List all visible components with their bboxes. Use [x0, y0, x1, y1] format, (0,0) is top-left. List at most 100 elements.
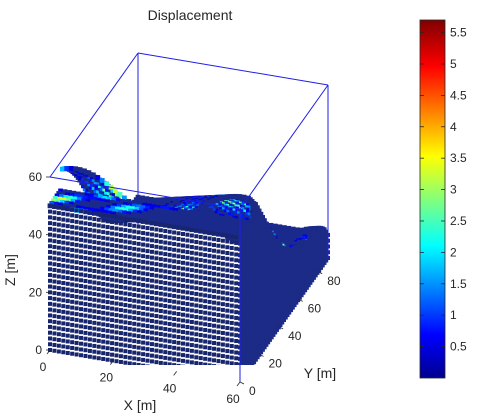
surface-point	[213, 210, 219, 216]
surface-point	[229, 220, 235, 225]
front-wall-point	[79, 209, 84, 214]
front-wall-point	[127, 223, 132, 228]
front-wall-point	[141, 236, 146, 241]
front-wall-point	[203, 276, 208, 281]
front-wall-point	[141, 271, 146, 276]
surface-point	[92, 190, 98, 196]
surface-point	[216, 223, 222, 229]
side-wall-point	[297, 289, 302, 294]
side-wall-point	[259, 246, 264, 251]
side-wall-point	[245, 358, 250, 363]
box-edge	[49, 176, 241, 210]
front-wall-point	[74, 300, 79, 305]
side-wall-point	[250, 201, 255, 206]
front-wall-point	[158, 257, 163, 262]
surface-point	[233, 220, 239, 226]
side-wall-point	[320, 234, 325, 239]
front-wall-point	[101, 339, 106, 344]
front-wall-point	[220, 359, 225, 364]
side-wall-point	[248, 330, 253, 335]
side-wall-point	[241, 288, 246, 293]
front-wall-point	[207, 351, 212, 356]
front-wall-point	[234, 362, 239, 365]
front-wall-point	[79, 260, 84, 265]
front-wall-point	[118, 354, 123, 359]
surface-point	[210, 225, 216, 231]
side-wall-point	[273, 330, 278, 335]
front-wall-point	[61, 240, 66, 245]
side-wall-point	[262, 293, 267, 298]
front-wall-point	[114, 272, 119, 277]
surface-point	[98, 188, 104, 194]
surface-point	[79, 180, 85, 186]
front-wall-point	[167, 350, 172, 355]
front-wall-point	[74, 254, 79, 259]
front-wall-point	[114, 261, 119, 266]
front-wall-point	[207, 253, 212, 258]
front-wall-point	[212, 231, 217, 236]
side-wall-point	[285, 272, 290, 277]
front-wall-point	[225, 233, 230, 238]
side-wall-point	[255, 291, 260, 296]
side-wall-point	[292, 245, 297, 250]
surface-point	[124, 199, 130, 205]
front-wall-point	[212, 312, 217, 317]
front-wall-point	[203, 304, 208, 309]
front-wall-point	[163, 263, 168, 268]
front-wall-point	[52, 348, 57, 353]
surface-point	[89, 190, 95, 196]
front-wall-point	[194, 251, 199, 256]
side-wall-point	[317, 245, 322, 250]
side-wall-point	[267, 314, 272, 319]
side-wall-point	[324, 235, 329, 240]
front-wall-point	[61, 304, 66, 309]
side-wall-point	[290, 271, 295, 275]
surface-point	[278, 230, 284, 235]
front-wall-point	[154, 250, 159, 255]
surface-point	[228, 194, 234, 200]
surface-point	[164, 206, 170, 212]
side-wall-point	[304, 239, 309, 244]
side-wall-point	[260, 341, 265, 346]
side-wall-point	[296, 286, 301, 291]
side-wall-point	[262, 310, 267, 315]
side-wall-point	[255, 239, 260, 244]
front-wall-point	[158, 234, 163, 239]
front-wall-point	[56, 314, 61, 319]
front-wall-point	[149, 284, 154, 289]
side-wall-point	[264, 308, 269, 313]
side-wall-point	[255, 257, 260, 262]
front-wall-point	[61, 350, 66, 355]
surface-point	[129, 214, 134, 220]
surface-point	[109, 199, 115, 205]
front-wall-point	[229, 309, 234, 314]
side-wall-point	[264, 250, 269, 255]
z-tick-label: 0	[35, 343, 42, 357]
front-wall-point	[87, 302, 92, 307]
x-tick-label: 60	[226, 392, 240, 406]
front-wall-point	[96, 212, 101, 217]
front-wall-point	[65, 310, 70, 315]
front-wall-point	[87, 227, 92, 232]
front-wall-point	[145, 226, 150, 231]
front-wall-point	[83, 353, 88, 358]
surface-point	[290, 226, 296, 232]
front-wall-point	[154, 319, 159, 324]
front-wall-point	[136, 264, 141, 269]
side-wall-point	[264, 285, 269, 290]
surface-point	[67, 190, 72, 195]
front-wall-point	[167, 223, 172, 228]
surface-point	[279, 235, 285, 241]
surface-point	[167, 209, 173, 215]
front-wall-point	[229, 297, 234, 302]
side-wall-point	[315, 265, 320, 270]
front-wall-point	[207, 322, 212, 327]
front-wall-point	[212, 346, 217, 351]
side-wall-point	[239, 314, 244, 319]
side-wall-point	[266, 282, 271, 287]
surface-point	[60, 191, 66, 197]
front-wall-point	[56, 343, 61, 348]
side-wall-point	[274, 327, 279, 332]
front-wall-point	[92, 280, 97, 285]
front-wall-point	[65, 258, 70, 263]
